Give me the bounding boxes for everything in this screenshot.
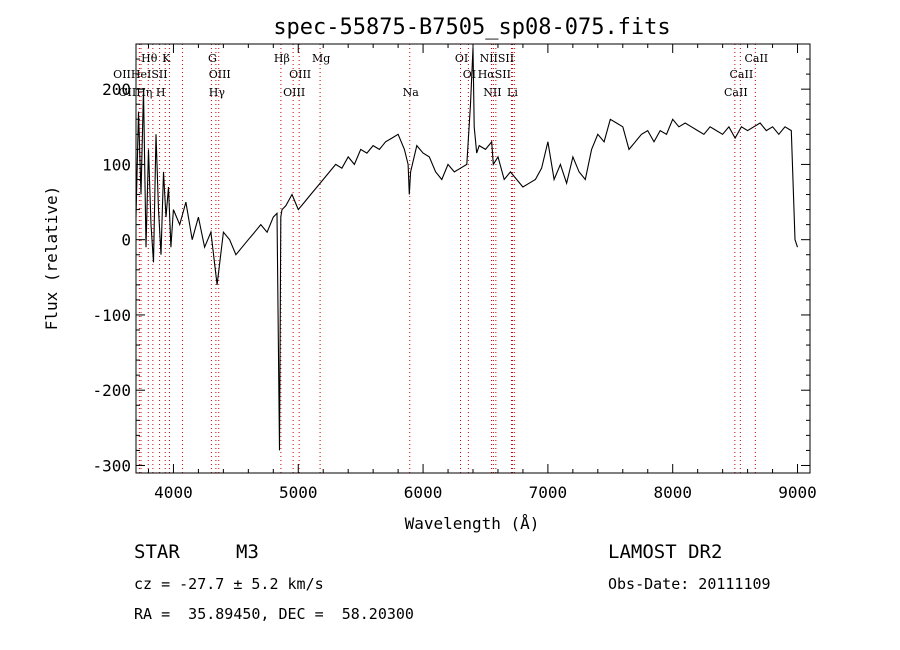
spectral-line-label: NII <box>483 86 501 99</box>
observation-date: Obs-Date: 20111109 <box>608 575 771 593</box>
spectral-line-label: HαSII <box>478 68 511 81</box>
spectral-line-label: Hβ <box>274 52 290 65</box>
spectral-line-label: CaII <box>724 86 748 99</box>
spectral-line-label: NIISII <box>480 52 515 65</box>
y-tick-label: 100 <box>102 155 131 174</box>
x-tick-label: 5000 <box>279 483 318 502</box>
x-tick-label: 8000 <box>653 483 692 502</box>
spectral-line-label: OIIHeISII <box>113 68 167 81</box>
spectral-line-label: OIII <box>283 86 305 99</box>
plot-frame <box>135 43 811 474</box>
y-tick-label: -300 <box>92 456 131 475</box>
coordinates: RA = 35.89450, DEC = 58.20300 <box>134 605 414 623</box>
spectral-line-label: CaII <box>730 68 754 81</box>
x-tick-label: 7000 <box>529 483 568 502</box>
x-tick-label: 4000 <box>154 483 193 502</box>
spectral-line-label: Hγ <box>209 86 226 99</box>
x-tick-label: 6000 <box>404 483 443 502</box>
spectral-line-label: OI <box>463 68 476 81</box>
spectral-line-label: G <box>208 52 217 65</box>
object-subclass: M3 <box>236 541 259 563</box>
y-axis-label: Flux (relative) <box>42 186 61 331</box>
spectral-line-label: OIIHη H <box>119 86 166 99</box>
spectral-line-label: Na <box>403 86 420 99</box>
y-tick-label: 200 <box>102 80 131 99</box>
x-axis-label: Wavelength (Å) <box>405 514 540 533</box>
spectrum-line <box>135 47 799 451</box>
y-tick-label: -200 <box>92 381 131 400</box>
spectral-line-label: CaII <box>744 52 768 65</box>
y-tick-label: 0 <box>121 231 131 250</box>
spectral-line-label: Hθ <box>141 52 158 65</box>
object-class: STAR <box>134 541 180 563</box>
spectral-line-label: K <box>162 52 171 65</box>
x-tick-label: 9000 <box>778 483 817 502</box>
spectral-line-label: OIII <box>209 68 231 81</box>
spectral-line-label: OI <box>455 52 468 65</box>
spectral-line-label: OIII <box>289 68 311 81</box>
spectral-line-label: Li <box>507 86 518 99</box>
plot-area: 4000 5000 6000 7000 8000 9000 -300 -200 -100 0 100… <box>92 43 817 502</box>
survey-name: LAMOST DR2 <box>608 541 723 563</box>
chart-title: spec-55875-B7505_sp08-075.fits <box>273 15 670 40</box>
redshift-cz: cz = -27.7 ± 5.2 km/s <box>134 575 324 593</box>
spectral-line-label: Mg <box>312 52 330 65</box>
y-tick-label: -100 <box>92 306 131 325</box>
